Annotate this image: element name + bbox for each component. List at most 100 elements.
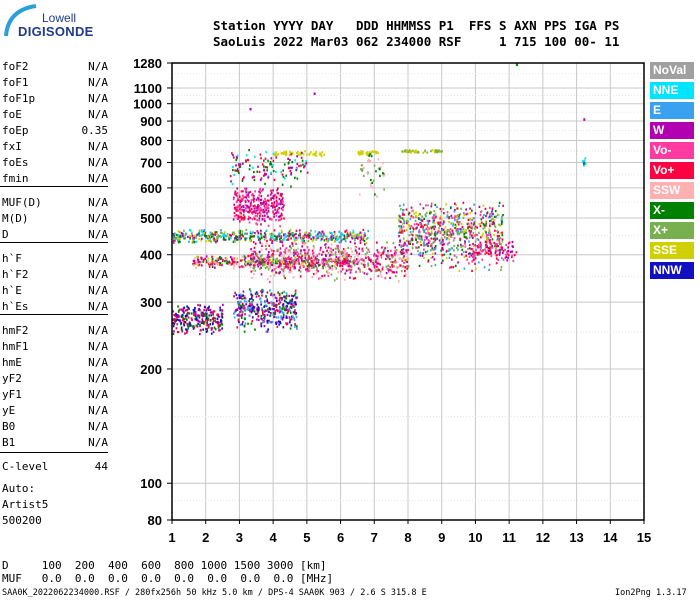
echo-point <box>330 250 333 253</box>
echo-point <box>459 237 461 240</box>
echo-point <box>360 258 362 261</box>
echo-point <box>355 270 357 274</box>
echo-point <box>449 231 452 234</box>
echo-point <box>320 155 323 158</box>
echo-point <box>259 208 261 211</box>
echo-point <box>502 214 504 217</box>
echo-point <box>227 262 229 265</box>
echo-point <box>357 258 360 261</box>
echo-point <box>363 239 366 243</box>
echo-point <box>281 311 284 314</box>
echo-point <box>196 233 199 236</box>
echo-point <box>256 223 259 226</box>
echo-point <box>399 229 402 232</box>
echo-point <box>237 206 239 209</box>
echo-point <box>304 257 307 260</box>
echo-point <box>303 243 306 246</box>
echo-point <box>203 322 205 325</box>
echo-point <box>272 233 275 236</box>
echo-point <box>283 275 285 278</box>
echo-point <box>376 265 378 268</box>
y-tick-label: 1100 <box>134 81 162 96</box>
echo-point <box>465 229 467 232</box>
echo-point <box>329 267 331 270</box>
echo-point <box>238 321 240 324</box>
echo-point <box>213 310 216 313</box>
echo-point <box>274 205 276 208</box>
echo-point <box>252 250 255 253</box>
echo-point <box>492 220 495 223</box>
echo-point <box>448 248 450 251</box>
echo-point <box>397 231 400 234</box>
echo-point <box>185 331 188 334</box>
echo-point <box>489 249 492 252</box>
echo-point <box>236 238 239 241</box>
echo-point <box>237 214 240 217</box>
echo-point <box>298 262 300 265</box>
echo-point <box>427 229 429 232</box>
echo-point <box>387 264 390 267</box>
echo-point <box>334 247 337 250</box>
echo-point <box>493 241 496 244</box>
echo-point <box>244 261 247 264</box>
param-name: yF1 <box>2 388 22 401</box>
echo-point <box>184 236 186 239</box>
echo-point <box>295 312 298 315</box>
echo-point <box>250 258 252 261</box>
echo-point <box>192 264 195 267</box>
echo-point <box>194 306 196 310</box>
echo-point <box>248 260 251 263</box>
echo-point <box>376 251 379 254</box>
echo-point <box>487 247 489 250</box>
echo-point <box>448 220 450 224</box>
echo-point <box>405 208 408 211</box>
echo-point <box>315 259 318 262</box>
echo-point <box>265 330 268 333</box>
echo-point <box>277 320 280 323</box>
echo-point <box>258 219 261 222</box>
echo-point <box>291 265 294 268</box>
echo-point <box>205 312 208 315</box>
echo-point <box>330 273 333 276</box>
echo-point <box>263 235 265 238</box>
echo-point <box>356 251 358 254</box>
echo-point <box>388 258 391 261</box>
echo-point <box>239 293 242 296</box>
echo-point <box>330 236 333 239</box>
y-tick-label: 900 <box>140 114 162 129</box>
echo-point <box>418 264 421 267</box>
echo-point <box>283 152 285 155</box>
echo-point <box>304 242 306 245</box>
digisonde-logo: Lowell DIGISONDE <box>2 2 102 40</box>
echo-point <box>375 258 377 262</box>
echo-point <box>280 260 282 263</box>
echo-point <box>296 250 299 254</box>
echo-point <box>381 252 384 255</box>
echo-point <box>284 277 286 280</box>
echo-point <box>282 326 285 329</box>
echo-point <box>278 254 281 257</box>
echo-point <box>323 153 326 156</box>
echo-point <box>195 324 198 327</box>
echo-point <box>474 262 476 265</box>
echo-point <box>267 261 270 264</box>
echo-point <box>233 263 235 266</box>
echo-point <box>457 228 459 231</box>
echo-point <box>436 231 439 234</box>
echo-point <box>232 156 235 159</box>
param-value: N/A <box>88 156 108 169</box>
echo-point <box>373 164 376 167</box>
echo-point <box>266 169 268 172</box>
echo-point <box>316 267 318 270</box>
echo-point <box>400 258 403 261</box>
echo-point <box>288 237 290 240</box>
echo-point <box>281 208 284 212</box>
echo-point <box>362 263 365 266</box>
echo-point <box>431 256 434 259</box>
echo-point <box>498 241 501 244</box>
logo-line1: Lowell <box>42 11 77 25</box>
echo-point <box>434 203 437 206</box>
echo-point <box>368 258 371 261</box>
echo-point <box>253 194 255 197</box>
echo-point <box>224 238 227 241</box>
